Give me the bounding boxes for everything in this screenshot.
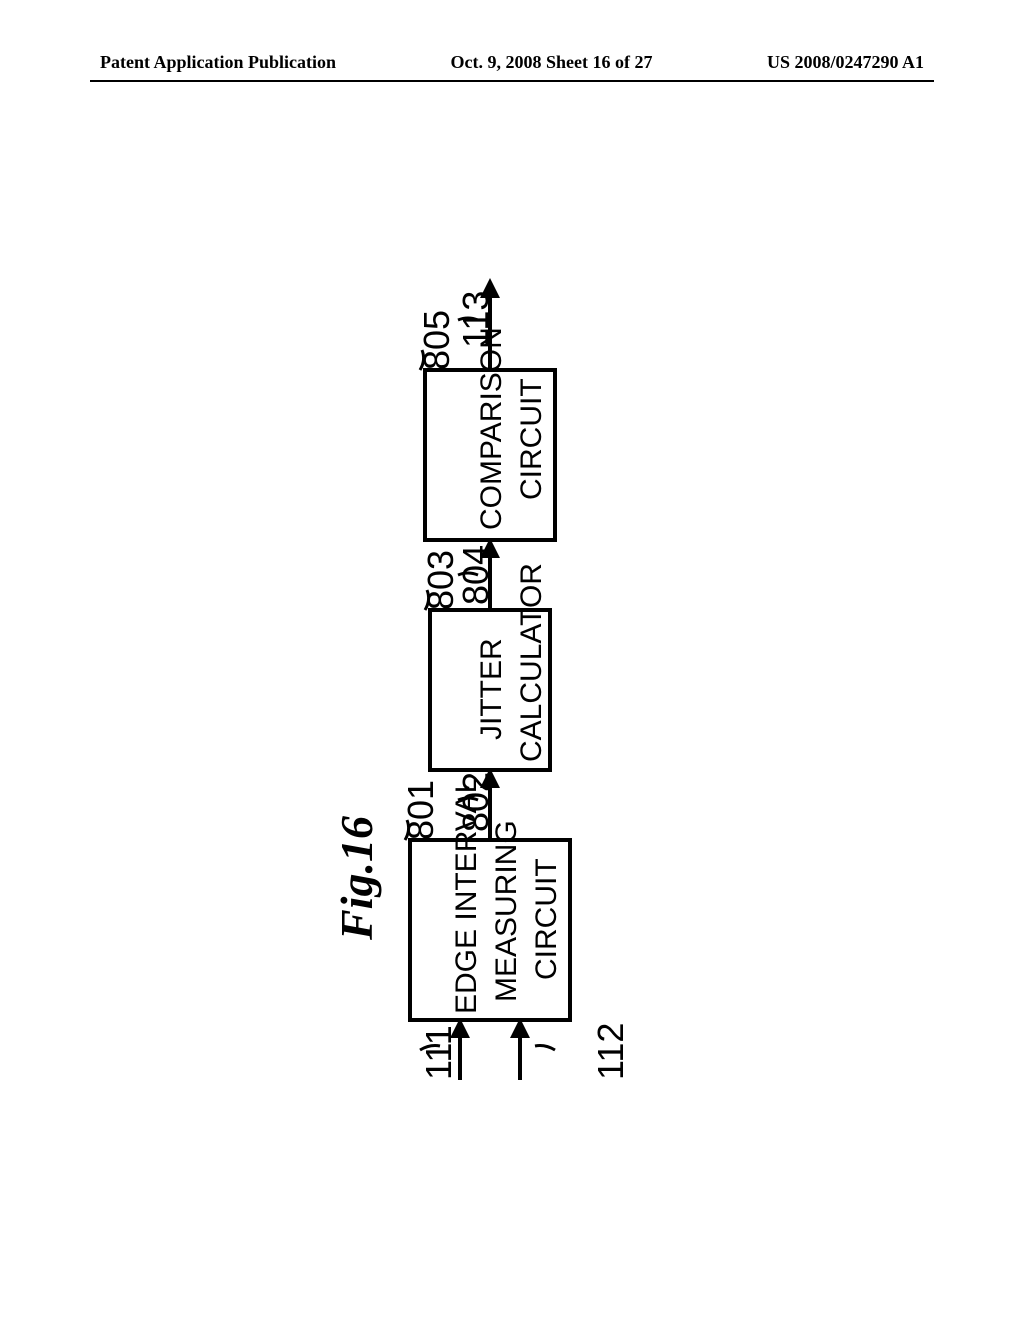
header-rule xyxy=(90,80,934,82)
ref-801: 801 xyxy=(400,780,442,840)
header-left: Patent Application Publication xyxy=(100,52,336,73)
header-center: Oct. 9, 2008 Sheet 16 of 27 xyxy=(451,52,653,73)
figure-label: Fig.16 xyxy=(330,816,383,940)
block-803-line1: JITTER xyxy=(475,638,510,740)
block-803-line2: CALCULATOR xyxy=(515,563,550,762)
ref-112: 112 xyxy=(590,1023,632,1080)
block-805-line2: CIRCUIT xyxy=(515,378,550,500)
ref-805: 805 xyxy=(416,310,458,370)
tick-112 xyxy=(535,1046,555,1051)
ref-804: 804 xyxy=(455,545,497,605)
header-right: US 2008/0247290 A1 xyxy=(767,52,924,73)
block-805-line1: COMPARISON xyxy=(475,327,510,530)
figure-16: Fig.16 111 112 801 802 803 804 805 113 E… xyxy=(200,180,820,1080)
block-801-line3: CIRCUIT xyxy=(530,858,565,980)
ref-111: 111 xyxy=(418,1025,460,1080)
block-801-line2: MEASURING xyxy=(490,820,525,1002)
block-801-line1: EDGE INTERVAL xyxy=(450,777,485,1014)
